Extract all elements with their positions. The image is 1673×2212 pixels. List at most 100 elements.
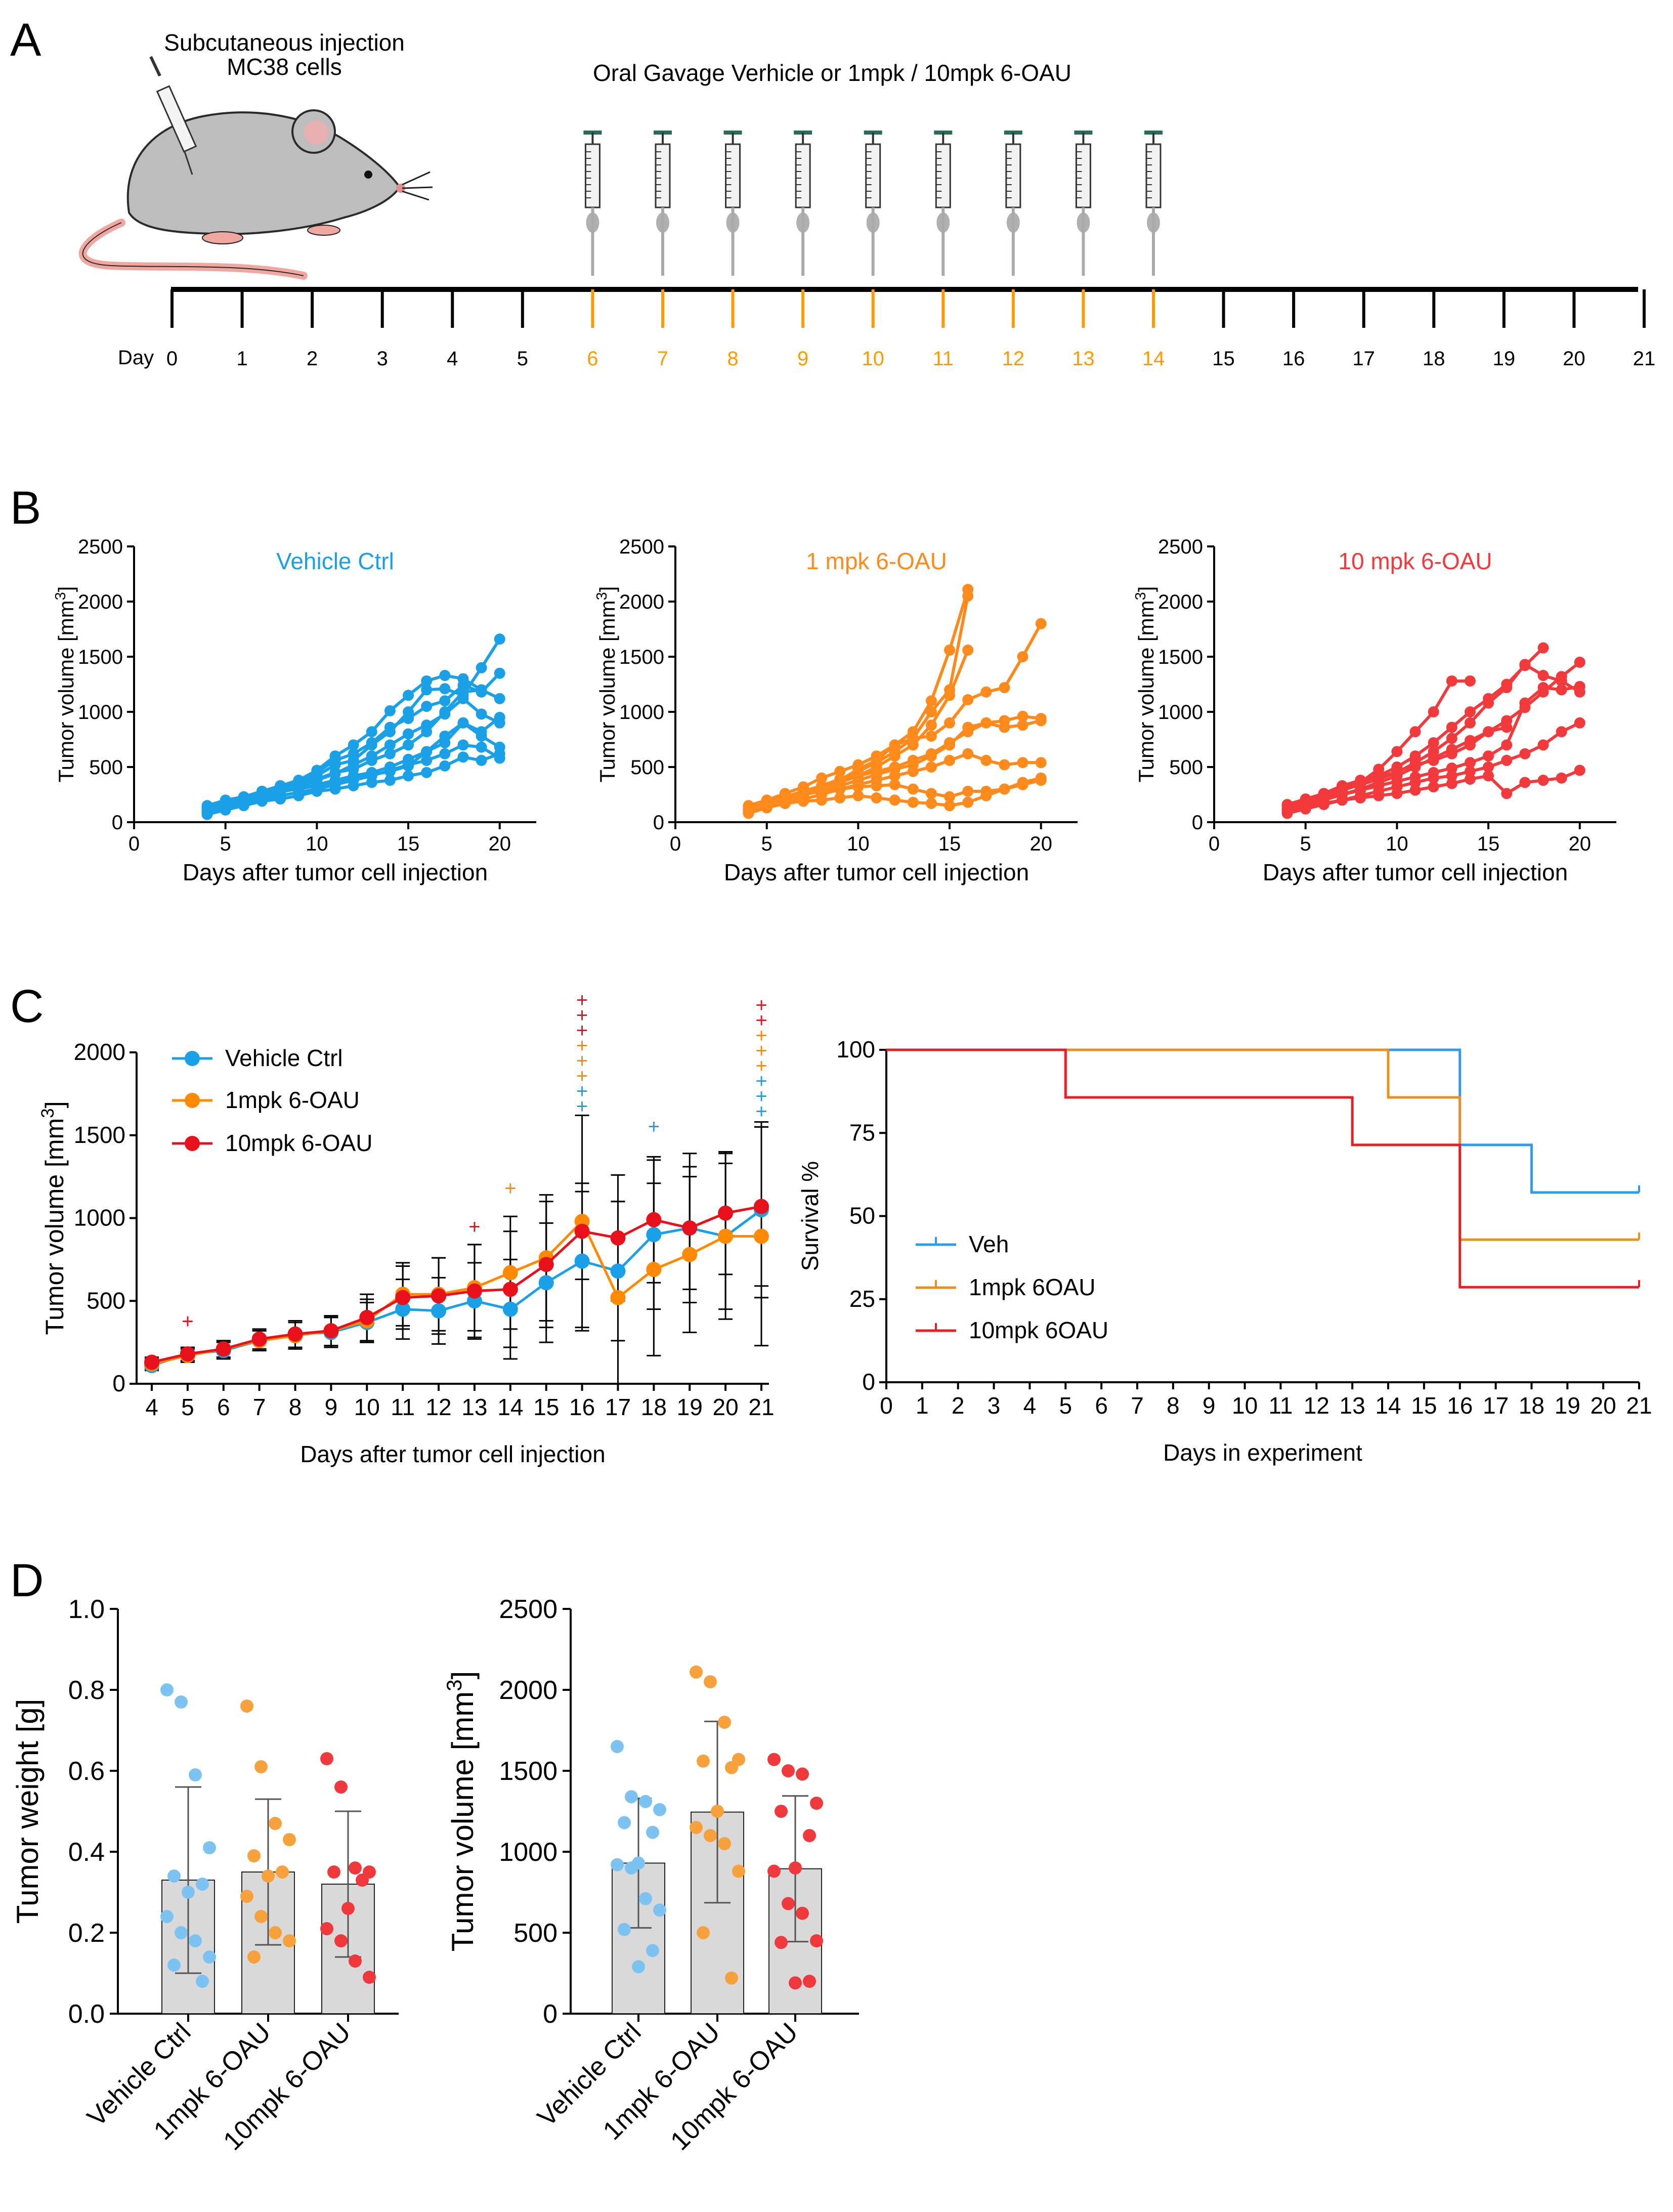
y-axis-title-close: ] <box>1134 586 1158 592</box>
mean-point <box>718 1205 734 1221</box>
mean-point <box>466 1283 482 1299</box>
x-tick-label: 5 <box>761 833 773 855</box>
data-point <box>220 795 231 807</box>
x-tick-label: 5 <box>1059 1392 1072 1419</box>
y-axis-title: Tumor volume [mm3] <box>594 586 619 783</box>
data-point <box>1017 710 1028 722</box>
data-point <box>871 765 882 777</box>
mean-point <box>502 1282 518 1297</box>
data-point <box>196 1975 209 1988</box>
data-point <box>653 1803 666 1816</box>
syringe-barrel <box>725 143 741 208</box>
data-point <box>457 751 469 763</box>
data-point <box>907 765 919 777</box>
data-point <box>366 777 377 788</box>
x-tick-label: 10 <box>847 833 870 855</box>
data-point <box>439 695 451 707</box>
significance-mark: + <box>648 1116 660 1138</box>
data-point <box>254 1760 268 1773</box>
data-point <box>1409 750 1421 762</box>
data-point <box>1300 801 1311 813</box>
y-tick-label: 1500 <box>619 646 664 668</box>
data-point <box>421 754 433 766</box>
data-point <box>1501 788 1513 799</box>
legend-label: 1mpk 6OAU <box>969 1274 1096 1300</box>
mean-point <box>610 1263 626 1279</box>
significance-mark: + <box>576 1080 588 1102</box>
data-point <box>476 726 487 738</box>
data-point <box>1300 793 1311 805</box>
data-point <box>1318 797 1329 809</box>
x-tick-label: 20 <box>1568 833 1591 855</box>
mean-line-0 <box>151 1209 762 1367</box>
data-point <box>980 686 992 698</box>
data-point <box>1556 772 1567 784</box>
data-point <box>789 1976 802 1990</box>
data-point <box>962 644 974 656</box>
data-point <box>816 772 828 784</box>
data-point <box>852 770 864 782</box>
significance-mark: + <box>576 1035 588 1057</box>
mouse-illustration <box>78 56 433 280</box>
x-tick-label: 8 <box>1167 1392 1180 1419</box>
data-point <box>925 797 937 809</box>
y-axis-title-superscript: 3 <box>442 1679 466 1691</box>
data-point <box>1483 761 1494 773</box>
x-tick-label: 20 <box>488 833 511 855</box>
y-tick-label: 1.0 <box>68 1595 105 1624</box>
data-point <box>275 780 286 792</box>
x-tick-label: 20 <box>1591 1392 1616 1419</box>
mean-point <box>323 1323 339 1339</box>
data-point <box>999 759 1010 771</box>
data-point <box>293 790 305 801</box>
data-point <box>925 719 937 731</box>
data-point <box>1574 656 1585 668</box>
data-point <box>384 775 396 786</box>
x-tick-label: 8 <box>289 1394 302 1420</box>
data-point <box>852 759 864 771</box>
x-tick-label: 6 <box>1095 1392 1108 1419</box>
data-point <box>925 748 937 759</box>
data-point <box>203 1841 216 1854</box>
data-point <box>238 800 249 812</box>
data-point <box>384 739 396 751</box>
data-point <box>1556 726 1567 738</box>
data-point <box>697 1754 710 1768</box>
data-point <box>962 590 974 602</box>
y-tick-label: 2500 <box>499 1595 557 1624</box>
x-tick-label: 5 <box>220 833 231 855</box>
data-point <box>1428 706 1439 717</box>
y-tick-label: 1500 <box>499 1757 557 1786</box>
significance-mark: + <box>755 1025 767 1047</box>
mean-point <box>754 1199 769 1214</box>
data-point <box>871 780 882 792</box>
data-point <box>349 1861 362 1875</box>
data-point <box>439 737 451 749</box>
y-axis-title-text: Tumor weight [g] <box>11 1699 45 1924</box>
y-tick-label: 0 <box>543 2000 557 2029</box>
data-point <box>999 721 1010 733</box>
x-tick-label: 11 <box>1269 1392 1293 1419</box>
data-point <box>1574 680 1585 692</box>
data-point <box>907 733 919 744</box>
timeline-day-label: 3 <box>377 348 388 370</box>
data-point <box>494 711 505 723</box>
data-point <box>999 783 1010 795</box>
data-point <box>834 783 846 795</box>
data-point <box>421 767 433 778</box>
data-point <box>238 791 249 802</box>
data-point <box>775 1805 788 1818</box>
data-point <box>366 750 377 762</box>
x-axis-title: Days after tumor cell injection <box>724 859 1029 885</box>
data-point <box>889 794 900 806</box>
data-point <box>269 1926 282 1939</box>
data-point <box>256 795 268 807</box>
data-point <box>1519 697 1531 709</box>
data-point <box>611 1740 624 1753</box>
data-point <box>1446 675 1457 687</box>
data-point <box>196 1878 209 1891</box>
mean-point <box>359 1310 375 1325</box>
